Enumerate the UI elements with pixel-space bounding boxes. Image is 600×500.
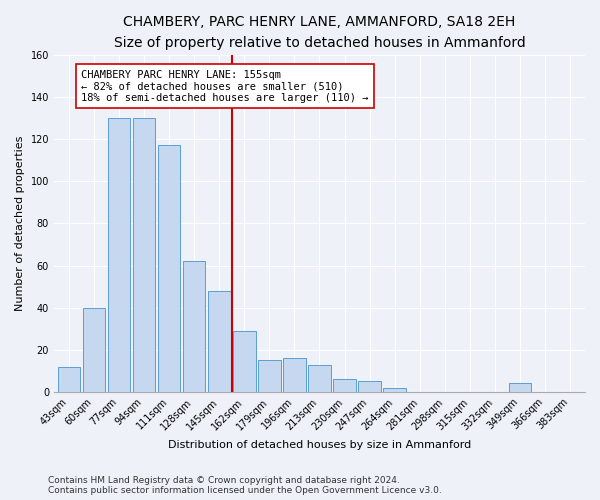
Bar bbox=[308, 364, 331, 392]
Bar bbox=[233, 331, 256, 392]
Bar bbox=[83, 308, 105, 392]
Text: Contains HM Land Registry data © Crown copyright and database right 2024.
Contai: Contains HM Land Registry data © Crown c… bbox=[48, 476, 442, 495]
Bar bbox=[108, 118, 130, 392]
Text: CHAMBERY PARC HENRY LANE: 155sqm
← 82% of detached houses are smaller (510)
18% : CHAMBERY PARC HENRY LANE: 155sqm ← 82% o… bbox=[81, 70, 368, 103]
Bar bbox=[509, 384, 531, 392]
Title: CHAMBERY, PARC HENRY LANE, AMMANFORD, SA18 2EH
Size of property relative to deta: CHAMBERY, PARC HENRY LANE, AMMANFORD, SA… bbox=[113, 15, 526, 50]
Bar bbox=[258, 360, 281, 392]
X-axis label: Distribution of detached houses by size in Ammanford: Distribution of detached houses by size … bbox=[168, 440, 471, 450]
Bar bbox=[183, 262, 205, 392]
Bar bbox=[383, 388, 406, 392]
Bar bbox=[58, 366, 80, 392]
Bar bbox=[358, 382, 381, 392]
Bar bbox=[333, 380, 356, 392]
Bar bbox=[158, 146, 181, 392]
Y-axis label: Number of detached properties: Number of detached properties bbox=[15, 136, 25, 311]
Bar bbox=[283, 358, 305, 392]
Bar bbox=[133, 118, 155, 392]
Bar bbox=[208, 291, 230, 392]
